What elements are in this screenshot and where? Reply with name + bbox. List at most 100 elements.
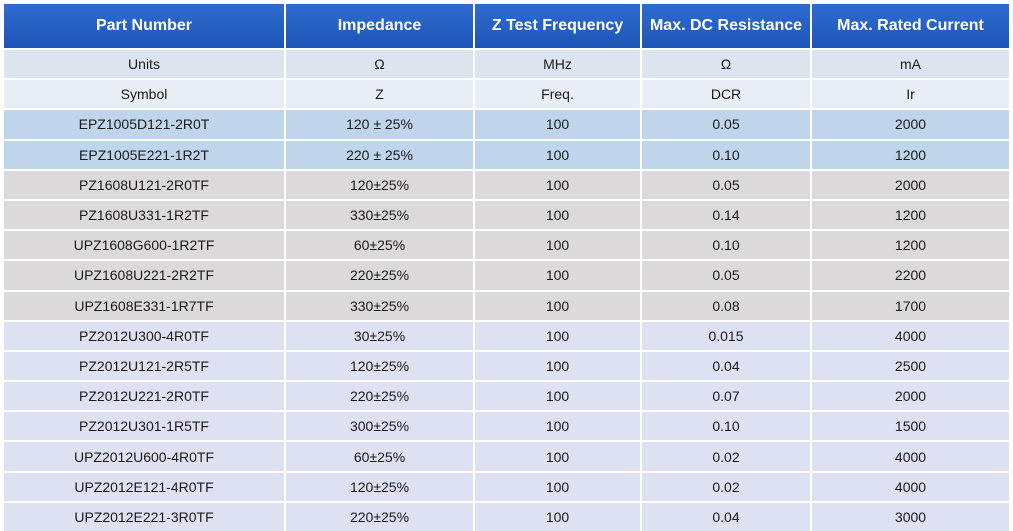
cell-impedance: 220±25% — [285, 259, 475, 291]
cell-dc-resistance: 0.08 — [641, 289, 812, 321]
cell-dc-resistance: 0.10 — [641, 229, 812, 261]
cell-dc-resistance: 0.04 — [641, 349, 812, 382]
cell-rated-current: 1200 — [811, 138, 1009, 170]
table-row: PZ1608U331-1R2TF 330±25% 100 0.14 1200 — [4, 198, 1009, 231]
table-row: UPZ2012E221-3R0TF 220±25% 100 0.04 3000 — [4, 500, 1009, 531]
cell-test-frequency: 100 — [474, 410, 642, 442]
header-row: Part Number Impedance Z Test Frequency M… — [4, 4, 1009, 49]
cell-test-frequency: 100 — [474, 108, 642, 140]
cell-impedance: 30±25% — [285, 319, 475, 351]
table-row: PZ1608U121-2R0TF 120±25% 100 0.05 2000 — [4, 168, 1009, 200]
cell-part-number: UPZ1608E331-1R7TF — [4, 289, 286, 321]
cell-dc-resistance: 0.05 — [641, 108, 812, 140]
cell-dc-resistance: 0.10 — [641, 410, 812, 442]
table-row: EPZ1005D121-2R0T 120 ± 25% 100 0.05 2000 — [4, 108, 1009, 140]
cell-part-number: EPZ1005D121-2R0T — [4, 108, 286, 140]
cell-dc-resistance: 0.015 — [641, 319, 812, 351]
cell-test-frequency: 100 — [474, 500, 642, 531]
units-current: mA — [811, 47, 1009, 80]
symbol-frequency: Freq. — [474, 78, 642, 110]
units-impedance: Ω — [285, 47, 475, 80]
cell-rated-current: 3000 — [811, 500, 1009, 531]
symbol-resistance: DCR — [641, 78, 812, 110]
cell-test-frequency: 100 — [474, 168, 642, 200]
cell-part-number: PZ2012U301-1R5TF — [4, 410, 286, 442]
cell-impedance: 120 ± 25% — [285, 108, 475, 140]
header-test-frequency: Z Test Frequency — [474, 4, 642, 49]
cell-dc-resistance: 0.05 — [641, 259, 812, 291]
cell-part-number: PZ2012U121-2R5TF — [4, 349, 286, 382]
cell-part-number: UPZ2012E221-3R0TF — [4, 500, 286, 531]
cell-part-number: PZ2012U221-2R0TF — [4, 380, 286, 412]
cell-impedance: 220±25% — [285, 380, 475, 412]
table-row: UPZ2012E121-4R0TF 120±25% 100 0.02 4000 — [4, 470, 1009, 502]
header-rated-current: Max. Rated Current — [811, 4, 1009, 49]
cell-test-frequency: 100 — [474, 198, 642, 231]
cell-impedance: 330±25% — [285, 198, 475, 231]
cell-rated-current: 1200 — [811, 198, 1009, 231]
cell-impedance: 60±25% — [285, 440, 475, 472]
symbol-row: Symbol Z Freq. DCR Ir — [4, 78, 1009, 110]
table-row: PZ2012U300-4R0TF 30±25% 100 0.015 4000 — [4, 319, 1009, 351]
cell-test-frequency: 100 — [474, 138, 642, 170]
cell-part-number: UPZ2012U600-4R0TF — [4, 440, 286, 472]
cell-test-frequency: 100 — [474, 380, 642, 412]
cell-test-frequency: 100 — [474, 319, 642, 351]
cell-part-number: PZ2012U300-4R0TF — [4, 319, 286, 351]
header-impedance: Impedance — [285, 4, 475, 49]
cell-rated-current: 4000 — [811, 470, 1009, 502]
cell-impedance: 300±25% — [285, 410, 475, 442]
cell-rated-current: 1500 — [811, 410, 1009, 442]
cell-test-frequency: 100 — [474, 289, 642, 321]
cell-rated-current: 1700 — [811, 289, 1009, 321]
cell-dc-resistance: 0.02 — [641, 440, 812, 472]
cell-part-number: PZ1608U121-2R0TF — [4, 168, 286, 200]
cell-impedance: 120±25% — [285, 168, 475, 200]
symbol-impedance: Z — [285, 78, 475, 110]
cell-rated-current: 4000 — [811, 440, 1009, 472]
table-row: UPZ1608E331-1R7TF 330±25% 100 0.08 1700 — [4, 289, 1009, 321]
cell-impedance: 60±25% — [285, 229, 475, 261]
table-row: PZ2012U121-2R5TF 120±25% 100 0.04 2500 — [4, 349, 1009, 382]
table-row: PZ2012U301-1R5TF 300±25% 100 0.10 1500 — [4, 410, 1009, 442]
cell-part-number: UPZ1608U221-2R2TF — [4, 259, 286, 291]
symbol-current: Ir — [811, 78, 1009, 110]
cell-dc-resistance: 0.14 — [641, 198, 812, 231]
cell-impedance: 220±25% — [285, 500, 475, 531]
cell-part-number: UPZ2012E121-4R0TF — [4, 470, 286, 502]
table-row: EPZ1005E221-1R2T 220 ± 25% 100 0.10 1200 — [4, 138, 1009, 170]
cell-rated-current: 2200 — [811, 259, 1009, 291]
cell-rated-current: 2000 — [811, 108, 1009, 140]
units-frequency: MHz — [474, 47, 642, 80]
units-label: Units — [4, 47, 286, 80]
table-row: UPZ1608U221-2R2TF 220±25% 100 0.05 2200 — [4, 259, 1009, 291]
cell-dc-resistance: 0.07 — [641, 380, 812, 412]
cell-test-frequency: 100 — [474, 349, 642, 382]
cell-dc-resistance: 0.02 — [641, 470, 812, 502]
header-dc-resistance: Max. DC Resistance — [641, 4, 812, 49]
cell-rated-current: 2000 — [811, 380, 1009, 412]
spec-table-container: Part Number Impedance Z Test Frequency M… — [4, 4, 1009, 531]
header-part-number: Part Number — [4, 4, 286, 49]
inductor-spec-table: Part Number Impedance Z Test Frequency M… — [4, 4, 1009, 531]
cell-rated-current: 2500 — [811, 349, 1009, 382]
cell-part-number: EPZ1005E221-1R2T — [4, 138, 286, 170]
cell-rated-current: 1200 — [811, 229, 1009, 261]
units-row: Units Ω MHz Ω mA — [4, 47, 1009, 80]
units-resistance: Ω — [641, 47, 812, 80]
cell-test-frequency: 100 — [474, 470, 642, 502]
cell-part-number: PZ1608U331-1R2TF — [4, 198, 286, 231]
table-row: UPZ1608G600-1R2TF 60±25% 100 0.10 1200 — [4, 229, 1009, 261]
cell-impedance: 120±25% — [285, 470, 475, 502]
cell-test-frequency: 100 — [474, 259, 642, 291]
cell-test-frequency: 100 — [474, 440, 642, 472]
cell-dc-resistance: 0.10 — [641, 138, 812, 170]
table-row: UPZ2012U600-4R0TF 60±25% 100 0.02 4000 — [4, 440, 1009, 472]
cell-impedance: 220 ± 25% — [285, 138, 475, 170]
cell-impedance: 330±25% — [285, 289, 475, 321]
table-row: PZ2012U221-2R0TF 220±25% 100 0.07 2000 — [4, 380, 1009, 412]
cell-test-frequency: 100 — [474, 229, 642, 261]
symbol-label: Symbol — [4, 78, 286, 110]
cell-impedance: 120±25% — [285, 349, 475, 382]
cell-dc-resistance: 0.04 — [641, 500, 812, 531]
